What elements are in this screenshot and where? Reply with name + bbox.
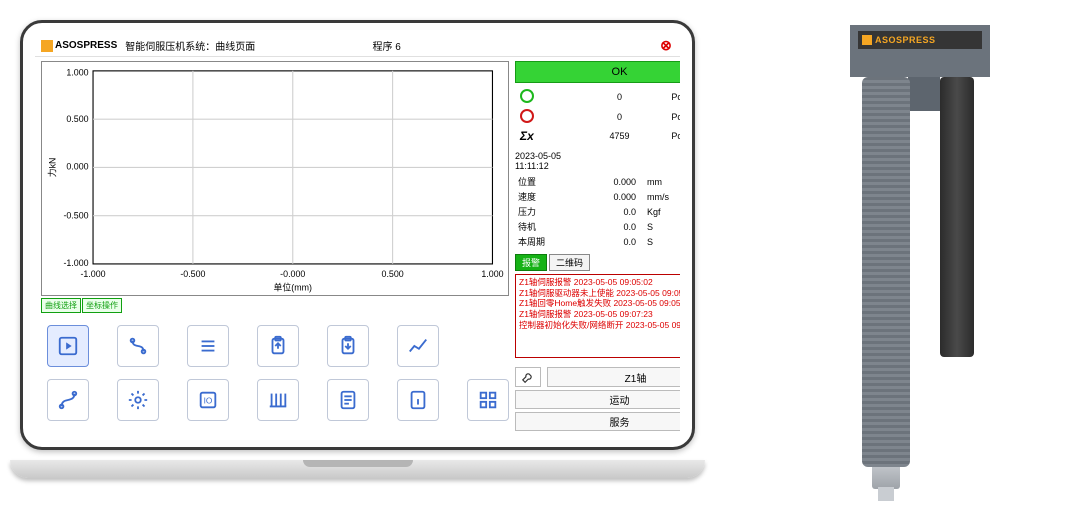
wrench-icon[interactable] bbox=[515, 367, 541, 387]
readings-table: 位置0.000mm 速度0.000mm/s 压力0.0Kgf 待机0.0S 本周… bbox=[515, 174, 680, 249]
svg-text:0.500: 0.500 bbox=[382, 269, 404, 279]
clipboard-in-button[interactable] bbox=[327, 325, 369, 367]
list-button[interactable] bbox=[187, 325, 229, 367]
total-unit: Pcs bbox=[668, 128, 680, 144]
trend-button[interactable] bbox=[397, 325, 439, 367]
device-head: ASOSPRESS bbox=[850, 25, 990, 77]
play-button[interactable] bbox=[47, 325, 89, 367]
kv-row: 位置0.000mm bbox=[515, 174, 680, 189]
time-text: 11:11:12 bbox=[515, 161, 561, 171]
alarm-tabs: 报警 二维码 bbox=[515, 254, 680, 271]
alarm-line: Z1轴回零Home触发失败 2023-05-05 09:05:02 bbox=[519, 298, 680, 309]
svg-text:-1.000: -1.000 bbox=[63, 258, 88, 268]
settings-button[interactable] bbox=[117, 379, 159, 421]
toolbar-row-1 bbox=[41, 325, 509, 367]
svg-text:-0.500: -0.500 bbox=[63, 210, 88, 220]
device-brand-text: ASOSPRESS bbox=[875, 35, 936, 45]
subtab-curve-select[interactable]: 曲线选择 bbox=[41, 298, 81, 313]
brand-square-icon bbox=[862, 35, 872, 45]
svg-text:0.500: 0.500 bbox=[66, 114, 88, 124]
brand-text: ASOSPRESS bbox=[55, 40, 117, 51]
kv-row: 待机0.0S bbox=[515, 219, 680, 234]
sad-icon bbox=[520, 109, 534, 123]
path-button[interactable] bbox=[47, 379, 89, 421]
svg-text:IO: IO bbox=[204, 397, 213, 406]
ok-unit: Pcs bbox=[668, 88, 680, 106]
curve-chart: -1.000 -0.500 -0.000 0.500 1.000 1.000 0… bbox=[41, 61, 509, 296]
laptop-bezel: ASOSPRESS 智能伺服压机系统：曲线页面 程序 6 ⊗ bbox=[20, 20, 695, 450]
kv-row: 速度0.000mm/s bbox=[515, 189, 680, 204]
axis-row: Z1轴 bbox=[515, 367, 680, 387]
app-header: ASOSPRESS 智能伺服压机系统：曲线页面 程序 6 ⊗ bbox=[35, 35, 680, 57]
clipboard-out-button[interactable] bbox=[257, 325, 299, 367]
device-brand-plate: ASOSPRESS bbox=[858, 31, 982, 49]
ng-unit: Pcs bbox=[668, 108, 680, 126]
svg-text:-0.500: -0.500 bbox=[180, 269, 205, 279]
curve-button[interactable] bbox=[117, 325, 159, 367]
io-button[interactable]: IO bbox=[187, 379, 229, 421]
program-label: 程序 bbox=[372, 42, 392, 53]
svg-text:力kN: 力kN bbox=[46, 158, 57, 178]
kv-row: 压力0.0Kgf bbox=[515, 204, 680, 219]
alarm-line: Z1轴伺服报警 2023-05-05 09:05:02 bbox=[519, 277, 680, 288]
svg-text:0.000: 0.000 bbox=[66, 162, 88, 172]
close-icon[interactable]: ⊗ bbox=[658, 38, 674, 54]
smile-icon bbox=[520, 89, 534, 103]
axis-select[interactable]: Z1轴 bbox=[547, 367, 680, 387]
apps-button[interactable] bbox=[467, 379, 509, 421]
laptop-mock: ASOSPRESS 智能伺服压机系统：曲线页面 程序 6 ⊗ bbox=[10, 20, 705, 490]
toolbar-row-2: IO bbox=[41, 379, 509, 421]
ok-button[interactable]: OK bbox=[515, 61, 680, 83]
app-screen: ASOSPRESS 智能伺服压机系统：曲线页面 程序 6 ⊗ bbox=[35, 35, 680, 435]
alarm-tab-qrcode[interactable]: 二维码 bbox=[549, 254, 590, 271]
total-count: 4759 bbox=[573, 128, 667, 144]
svg-text:-1.000: -1.000 bbox=[80, 269, 105, 279]
ng-count: 0 bbox=[573, 108, 667, 126]
device-tip bbox=[878, 487, 894, 501]
page-title: 智能伺服压机系统：曲线页面 bbox=[125, 38, 255, 53]
program-indicator: 程序 6 bbox=[372, 38, 400, 53]
doc-list-button[interactable] bbox=[327, 379, 369, 421]
svg-text:1.000: 1.000 bbox=[66, 67, 88, 77]
laptop-base bbox=[10, 460, 705, 478]
alarm-line: Z1轴伺服报警 2023-05-05 09:07:23 bbox=[519, 309, 680, 320]
service-button[interactable]: 服务 bbox=[515, 412, 680, 431]
alarm-line: 控制器初始化失败/网络断开 2023-05-05 09:10:37 bbox=[519, 320, 680, 331]
chart-subtabs: 曲线选择坐标操作 bbox=[41, 298, 509, 313]
subtab-coord-op[interactable]: 坐标操作 bbox=[82, 298, 122, 313]
brand-square-icon bbox=[41, 40, 53, 52]
ok-count: 0 bbox=[573, 88, 667, 106]
motion-button[interactable]: 运动 bbox=[515, 390, 680, 409]
svg-text:-0.000: -0.000 bbox=[280, 269, 305, 279]
doc-info-button[interactable] bbox=[397, 379, 439, 421]
sigma-icon: Σx bbox=[520, 129, 534, 143]
device-cylinder bbox=[862, 77, 910, 467]
alarm-tab-alarm[interactable]: 报警 bbox=[515, 254, 547, 271]
svg-text:1.000: 1.000 bbox=[481, 269, 503, 279]
program-no: 6 bbox=[395, 42, 401, 53]
datetime-row: 2023-05-05 11:11:12 bbox=[515, 151, 680, 171]
kv-row: 本周期0.0S bbox=[515, 234, 680, 249]
alarm-log: Z1轴伺服报警 2023-05-05 09:05:02 Z1轴伺服驱动器未上使能… bbox=[515, 274, 680, 358]
svg-text:单位(mm): 单位(mm) bbox=[274, 282, 312, 293]
device-bracket bbox=[908, 77, 940, 111]
stats-table: 0Pcs 0Pcs Σx4759Pcs bbox=[515, 86, 680, 146]
brand-logo: ASOSPRESS bbox=[41, 40, 117, 52]
press-device: ASOSPRESS bbox=[820, 25, 1020, 505]
date-text: 2023-05-05 bbox=[515, 151, 561, 161]
device-motor bbox=[940, 77, 974, 357]
columns-button[interactable] bbox=[257, 379, 299, 421]
alarm-line: Z1轴伺服驱动器未上使能 2023-05-05 09:05:02 bbox=[519, 288, 680, 299]
